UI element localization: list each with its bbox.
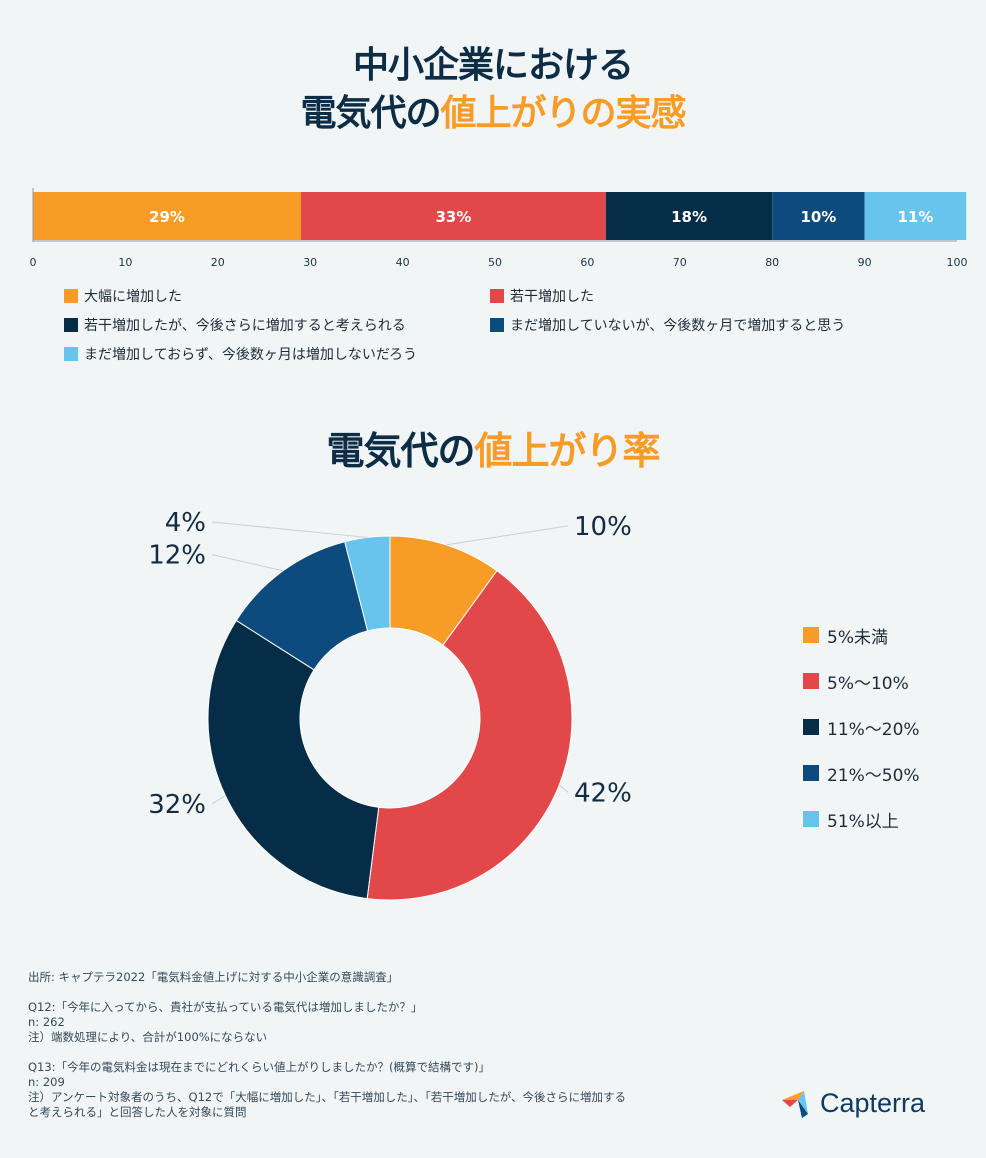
x-tick-label: 100 [947,256,968,269]
slice-data-label: 32% [148,790,206,820]
donut-slice [207,619,380,900]
legend-label: 若干増加した [510,288,594,305]
legend-item: 大幅に増加した [64,286,490,306]
donut-slice [344,535,391,632]
x-tick-label: 20 [211,256,225,269]
x-tick-label: 0 [30,256,37,269]
slice-data-label: 10% [574,512,632,542]
label-leader-line [211,554,284,572]
x-tick-label: 10 [118,256,132,269]
capterra-logo: Capterra [782,1087,925,1119]
legend-label: 若干増加したが、今後さらに増加すると考えられる [84,317,406,334]
bar-segment [864,192,967,240]
bar-segment [605,192,773,240]
q13-note-line-1: 注）アンケート対象者のうち、Q12で「大幅に増加した」、「若干増加した」、「若干… [28,1090,626,1104]
legend-swatch [803,811,819,827]
capterra-arrow-icon [782,1091,808,1118]
chart-title-1: 中小企業における 電気代の値上がりの実感 [0,42,986,138]
bar-data-label: 11% [897,208,933,226]
legend-label: 21%〜50% [827,765,920,786]
legend-label: 51%以上 [827,811,899,832]
slice-data-label: 12% [148,541,206,571]
label-leader-line [211,795,226,805]
x-tick-label: 90 [858,256,872,269]
legend-item: 11%〜20% [803,704,920,750]
q13-question: Q13:「今年の電気料金は現在までにどれくらい値上がりしましたか？(概算で結構で… [28,1060,491,1074]
legend-item: 若干増加した [490,286,594,306]
bar-data-label: 10% [800,208,836,226]
title-1-line-2: 電気代の [300,93,441,134]
legend-label: まだ増加しておらず、今後数ヶ月は増加しないだろう [84,346,418,363]
bar-segment [300,192,606,240]
legend-item: 5%〜10% [803,658,920,704]
x-tick-label: 80 [765,256,779,269]
donut-legend: 5%未満 5%〜10% 11%〜20% 21%〜50% 51%以上 [803,612,920,842]
bar-segment [33,192,301,240]
q13-sample-size: n: 209 [28,1075,65,1089]
x-tick-label: 40 [396,256,410,269]
donut-chart: 10% 42% 32% 12%4% [148,508,632,901]
legend-item: 5%未満 [803,612,920,658]
legend-swatch [64,288,78,303]
legend-swatch [490,317,504,332]
legend-item: 51%以上 [803,796,920,842]
legend-swatch [803,765,819,781]
legend-label: まだ増加していないが、今後数ヶ月で増加すると思う [510,317,846,334]
bar-data-label: 33% [435,208,471,226]
slice-data-label: 42% [574,778,632,808]
x-tick-label: 30 [303,256,317,269]
title-2-highlight: 値上がり率 [474,429,661,473]
legend-item: 若干増加したが、今後さらに増加すると考えられる [64,315,490,335]
q12-note: 注）端数処理により、合計が100%にならない [28,1030,268,1044]
logo-text: Capterra [820,1087,926,1118]
label-leader-line [558,784,569,793]
title-1-line-1: 中小企業における [352,45,634,86]
source-note: 出所: キャプテラ2022「電気料金値上げに対する中小企業の意識調査」 [28,970,399,984]
slice-data-label: 4% [165,508,206,538]
legend-item: まだ増加しておらず、今後数ヶ月は増加しないだろう [64,344,490,364]
legend-label: 5%未満 [827,627,888,648]
legend-swatch [64,317,78,332]
legend-label: 5%〜10% [827,673,909,694]
donut-slice [366,570,573,901]
x-tick-label: 60 [580,256,594,269]
bar-segment [772,192,865,240]
legend-swatch [64,346,78,361]
title-1-highlight: 値上がりの実感 [440,93,687,134]
chart-title-2: 電気代の値上がり率 [0,428,986,474]
title-2-dark: 電気代の [326,429,475,473]
legend-swatch [803,627,819,643]
legend-label: 11%〜20% [827,719,920,740]
bar-data-label: 29% [149,208,185,226]
stacked-bar-chart: 29% 33% 18% 10% 11% 0 10 20 30 40 50 60 70 80 90 100 [30,188,968,269]
stacked-bar-legend: 大幅に増加した 若干増加した 若干増加したが、今後さらに増加すると考えられる ま… [64,281,924,368]
q12-sample-size: n: 262 [28,1015,65,1029]
x-tick-label: 50 [488,256,502,269]
x-tick-label: 70 [673,256,687,269]
legend-swatch [803,673,819,689]
legend-item: まだ増加していないが、今後数ヶ月で増加すると思う [490,315,845,335]
footnotes: 出所: キャプテラ2022「電気料金値上げに対する中小企業の意識調査」 Q12:… [28,970,758,1120]
label-leader-line [446,525,569,546]
q12-question: Q12:「今年に入ってから、貴社が支払っている電気代は増加しましたか？」 [28,1000,423,1014]
bar-data-label: 18% [671,208,707,226]
label-leader-line [211,521,368,538]
q13-note-line-2: と考えられる」と回答した人を対象に質問 [28,1105,247,1119]
legend-item: 21%〜50% [803,750,920,796]
legend-label: 大幅に増加した [84,288,182,305]
legend-swatch [490,288,504,303]
legend-swatch [803,719,819,735]
